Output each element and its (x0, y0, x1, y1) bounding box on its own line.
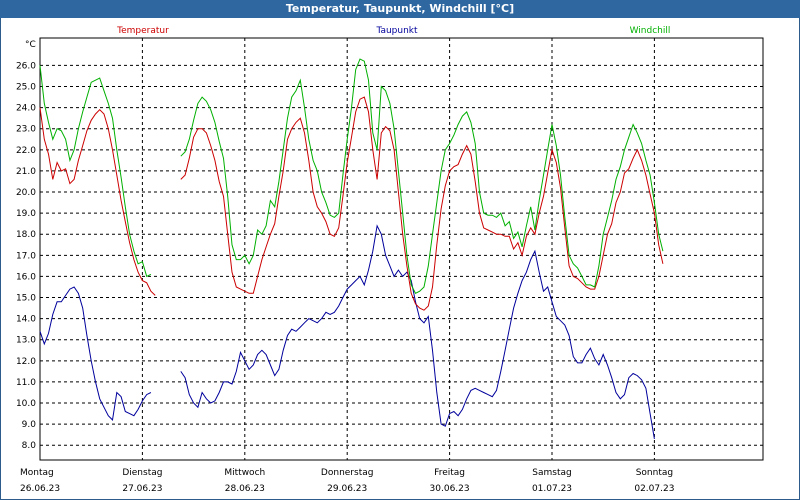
series-line-taupunkt (180, 224, 655, 439)
x-tick-day: Freitag (434, 468, 465, 478)
x-tick-day: Samstag (532, 468, 571, 478)
y-tick-label: 11.0 (16, 378, 36, 388)
y-tick-label: 16.0 (16, 272, 36, 282)
legend-entry: Taupunkt (375, 26, 418, 36)
series-line-taupunkt (39, 286, 152, 421)
series-line-temperatur (180, 96, 664, 311)
y-tick-label: 8.0 (22, 441, 37, 451)
x-tick-date: 02.07.23 (634, 484, 674, 494)
y-axis-label: °C (25, 40, 36, 50)
y-tick-label: 22.0 (16, 146, 36, 156)
y-tick-label: 12.0 (16, 357, 36, 367)
y-tick-label: 9.0 (22, 420, 37, 430)
x-tick-date: 30.06.23 (430, 484, 470, 494)
chart-title: Temperatur, Taupunkt, Windchill [°C] (0, 0, 800, 18)
y-tick-label: 21.0 (16, 167, 36, 177)
legend-entry: Windchill (630, 26, 671, 36)
x-tick-date: 29.06.23 (327, 484, 367, 494)
x-tick-day: Donnerstag (321, 468, 374, 478)
y-tick-label: 13.0 (16, 336, 36, 346)
y-tick-label: 14.0 (16, 315, 36, 325)
legend: Temperatur Taupunkt Windchill (116, 26, 670, 36)
legend-entry: Temperatur (116, 26, 169, 36)
y-tick-label: 10.0 (16, 399, 36, 409)
series-line-windchill (180, 58, 664, 294)
x-tick-day: Sonntag (636, 468, 673, 478)
x-tick-day: Dienstag (122, 468, 162, 478)
grid (40, 38, 763, 460)
series-line-temperatur (39, 107, 156, 296)
x-tick-date: 28.06.23 (225, 484, 265, 494)
x-axis-ticks: Montag 26.06.23 Dienstag 27.06.23 Mittwoch 28… (20, 468, 674, 494)
plot-frame (39, 37, 764, 461)
y-tick-label: 24.0 (16, 104, 36, 114)
y-tick-label: 17.0 (16, 251, 36, 261)
x-tick-date: 01.07.23 (532, 484, 572, 494)
y-tick-label: 20.0 (16, 188, 36, 198)
y-tick-label: 26.0 (16, 61, 36, 71)
y-tick-label: 23.0 (16, 125, 36, 135)
x-tick-date: 26.06.23 (20, 484, 60, 494)
x-tick-date: 27.06.23 (122, 484, 162, 494)
series-lines (39, 58, 664, 439)
y-tick-label: 15.0 (16, 294, 36, 304)
x-tick-day: Mittwoch (224, 468, 265, 478)
y-tick-label: 19.0 (16, 209, 36, 219)
y-axis-ticks: 8.0 9.0 10.0 11.0 12.0 13.0 14.0 15.0 16.0 17.0 18… (16, 61, 36, 451)
y-tick-label: 25.0 (16, 83, 36, 93)
series-line-windchill (39, 65, 152, 278)
y-tick-label: 18.0 (16, 230, 36, 240)
x-tick-day: Montag (20, 468, 54, 478)
